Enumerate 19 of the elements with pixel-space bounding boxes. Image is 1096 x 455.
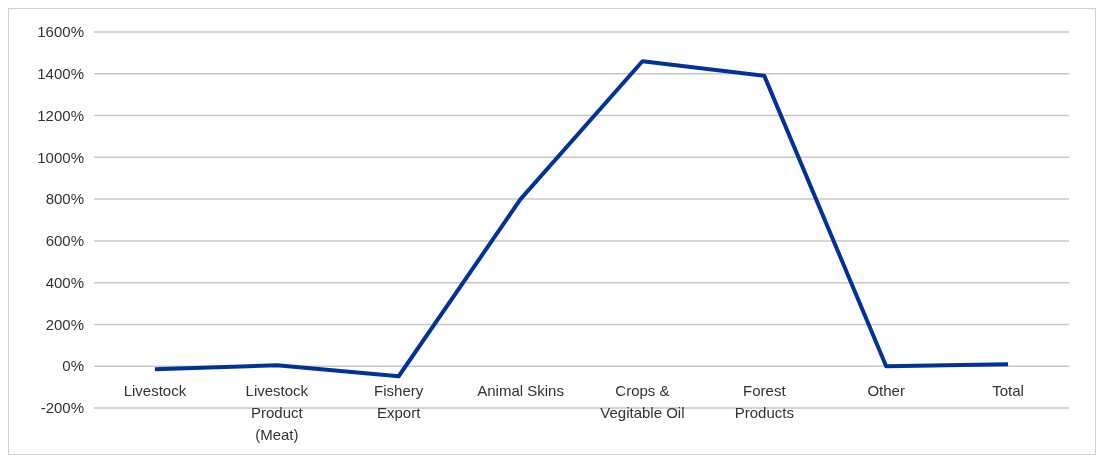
y-tick-label: 200% (45, 315, 84, 333)
y-tick-label: 600% (45, 232, 84, 250)
x-tick-label: Fishery Export (374, 382, 424, 422)
y-tick-label: 800% (45, 190, 84, 208)
x-tick-label: Animal Skins (477, 382, 564, 400)
y-tick-label: 1400% (37, 65, 84, 83)
x-tick-label: Crops & Vegitable Oil (600, 382, 685, 422)
line-series (152, 59, 1011, 379)
x-tick-label: Total (992, 382, 1024, 400)
y-tick-label: 0% (62, 357, 84, 375)
y-tick-label: 400% (45, 273, 84, 291)
x-tick-label: Livestock (123, 382, 187, 400)
x-tick-label: Other (867, 382, 905, 400)
y-tick-label: 1200% (37, 106, 84, 124)
x-tick-label: Forest Products (734, 382, 794, 422)
y-tick-label: -200% (40, 399, 84, 417)
y-tick-label: 1000% (37, 148, 84, 166)
y-tick-label: 1600% (37, 23, 84, 41)
x-tick-label: Livestock Product (Meat) (245, 382, 309, 444)
